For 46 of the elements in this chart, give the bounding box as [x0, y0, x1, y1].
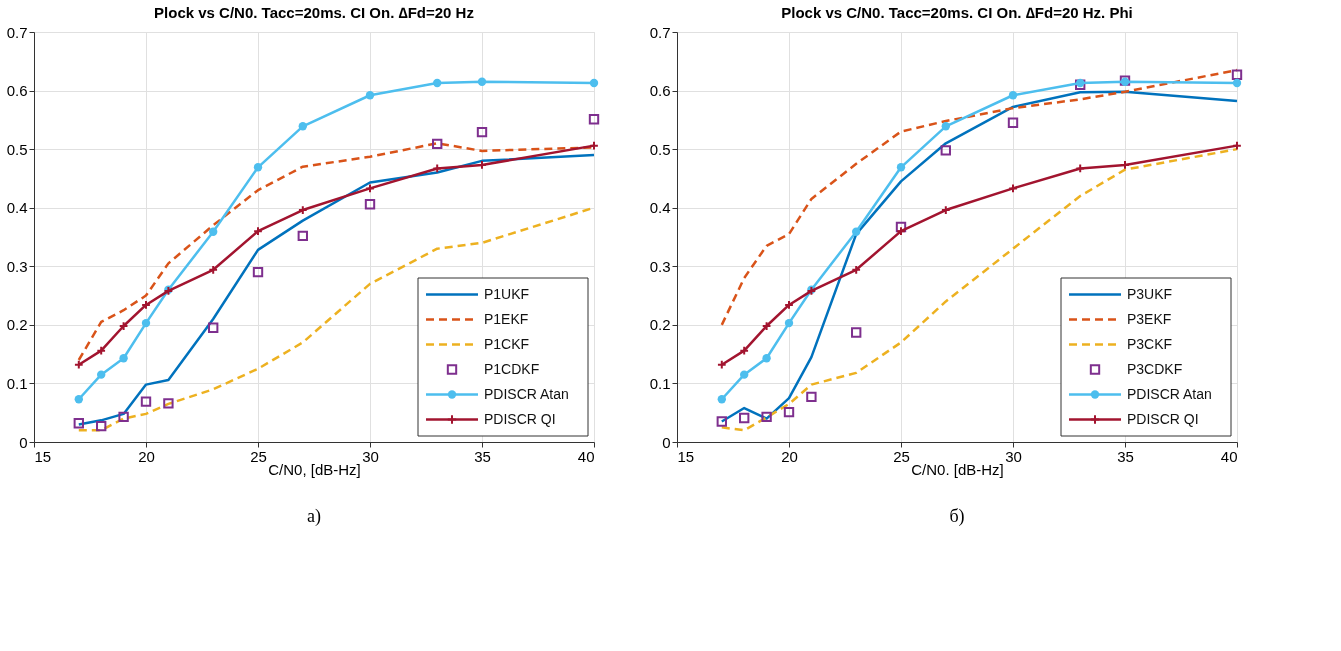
legend-label: P3CDKF — [1127, 360, 1183, 377]
y-tick-label: 0.7 — [6, 23, 28, 41]
x-tick-label: 20 — [781, 447, 798, 465]
y-tick-label: 0.3 — [649, 257, 671, 275]
y-tick-label: 0.1 — [649, 374, 671, 392]
legend-label: P1CKF — [484, 335, 530, 352]
legend-label: P3UKF — [1127, 285, 1173, 302]
y-tick-label: 0.7 — [649, 23, 671, 41]
legend-label: PDISCR QI — [484, 410, 556, 427]
chart-title: Plock vs C/N0. Tacc=20ms. CI On. ∆Fd=20 Hz — [154, 4, 474, 21]
x-axis-title: C/N0. [dB-Hz] — [911, 460, 1004, 478]
x-tick-label: 40 — [577, 447, 595, 465]
y-tick-label: 0.4 — [649, 199, 671, 217]
y-tick-label: 0.4 — [6, 199, 28, 217]
x-axis-title: C/N0, [dB-Hz] — [268, 460, 361, 478]
y-tick-label: 0.5 — [649, 140, 671, 158]
x-tick-label: 20 — [138, 447, 155, 465]
text: а) — [307, 506, 321, 527]
y-tick-label: 0.3 — [6, 257, 28, 275]
x-tick-label: 15 — [34, 447, 52, 465]
y-tick-label: 0.1 — [6, 374, 28, 392]
x-tick-label: 40 — [1220, 447, 1238, 465]
x-tick-label: 35 — [474, 447, 491, 465]
legend-label: PDISCR Atan — [1127, 385, 1212, 402]
y-tick-label: 0.2 — [6, 316, 28, 334]
legend-label: P3CKF — [1127, 335, 1173, 352]
y-tick-label: 0 — [19, 433, 28, 451]
y-tick-label: 0.6 — [6, 82, 28, 100]
legend-label: P1UKF — [484, 285, 530, 302]
legend-label: PDISCR Atan — [484, 385, 569, 402]
chart-title: Plock vs C/N0. Tacc=20ms. CI On. ∆Fd=20 Hz. Phi — [781, 4, 1133, 21]
x-tick-label: 35 — [1117, 447, 1134, 465]
legend-label: P1EKF — [484, 310, 529, 327]
y-tick-label: 0.6 — [649, 82, 671, 100]
x-tick-label: 25 — [893, 447, 910, 465]
legend-label: PDISCR QI — [1127, 410, 1199, 427]
y-tick-label: 0.2 — [649, 316, 671, 334]
legend-label: P1CDKF — [484, 360, 540, 377]
text: б) — [949, 506, 965, 527]
y-tick-label: 0 — [662, 433, 671, 451]
x-tick-label: 15 — [677, 447, 695, 465]
y-tick-label: 0.5 — [6, 140, 28, 158]
x-tick-label: 30 — [362, 447, 379, 465]
x-tick-label: 25 — [250, 447, 267, 465]
x-tick-label: 30 — [1005, 447, 1022, 465]
legend-label: P3EKF — [1127, 310, 1172, 327]
